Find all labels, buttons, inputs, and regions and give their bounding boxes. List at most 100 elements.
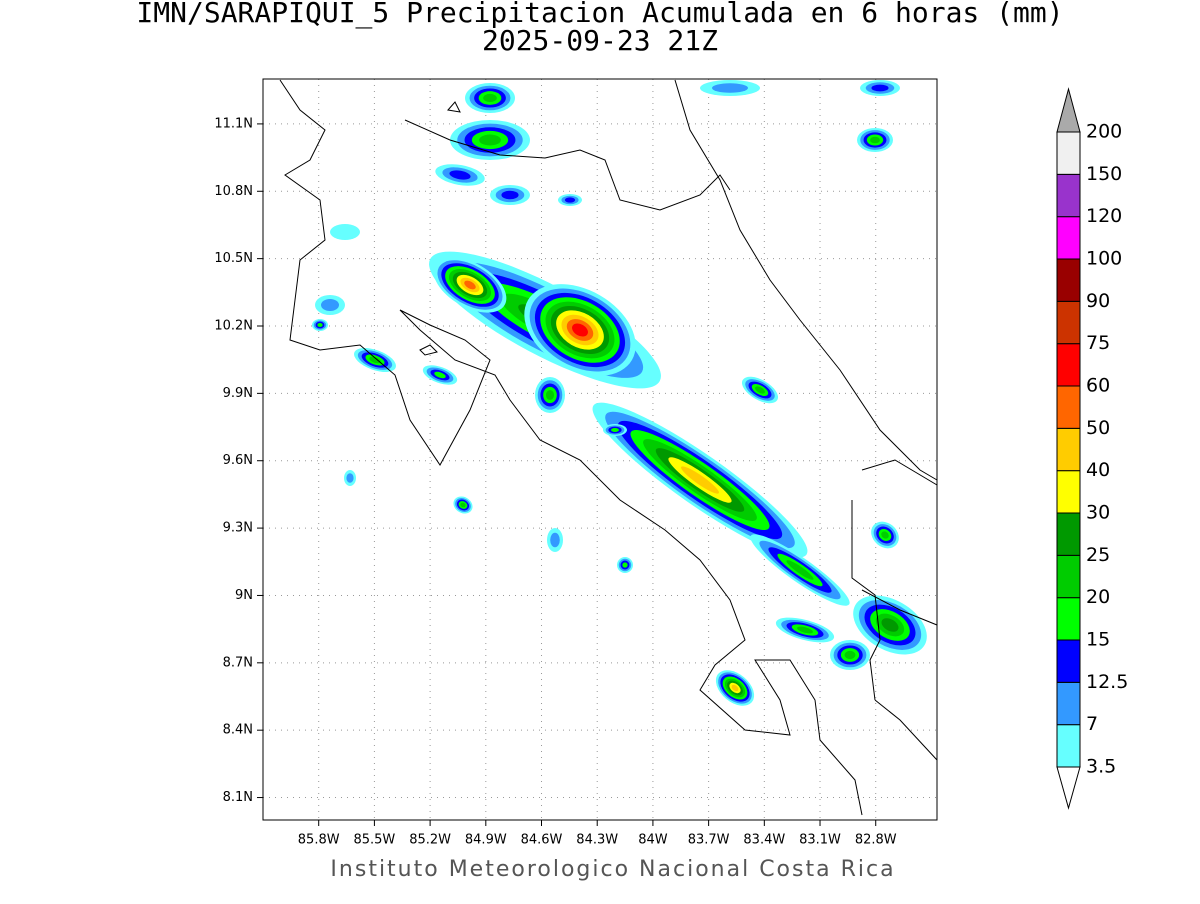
y-tick-label: 10.5N: [214, 251, 253, 266]
precip-contour: [572, 323, 588, 337]
precip-contour: [501, 190, 519, 200]
colorbar-label: 25: [1086, 544, 1110, 566]
colorbar-extension: [1056, 766, 1081, 810]
precip-contour: [330, 224, 360, 240]
precip-contour: [545, 390, 555, 400]
x-tick-label: 83.7W: [688, 833, 730, 848]
precip-contour: [483, 93, 497, 103]
colorbar-box: [1056, 639, 1081, 683]
colorbar-label: 100: [1086, 248, 1122, 270]
colorbar: 3.5 7 12.5 15 20 25 30 40 50 60 75 90 100 120 150 200: [1056, 87, 1128, 810]
colorbar-label: 15: [1086, 629, 1110, 651]
precip-contour: [550, 532, 560, 548]
coastline: [419, 101, 461, 356]
precip-contour: [622, 562, 628, 568]
colorbar-box: [1056, 258, 1081, 302]
colorbar-box: [1056, 470, 1081, 514]
y-tick-label: 10.8N: [214, 184, 253, 199]
axes: 85.8W 85.5W 85.2W 84.9W 84.6W 84.3W 84W 83.7W 83…: [214, 116, 896, 847]
precip-contour: [434, 371, 446, 379]
border: [404, 119, 731, 211]
x-tick-label: 85.8W: [298, 833, 340, 848]
x-tick-label: 82.8W: [855, 833, 897, 848]
precip-contour: [369, 356, 381, 364]
coastlines: [279, 79, 938, 816]
precip-contour: [460, 502, 466, 508]
precip-contour: [681, 466, 719, 494]
precip-contour: [317, 323, 323, 327]
colorbar-label: 30: [1086, 502, 1110, 524]
precipitation-field: [312, 80, 927, 706]
colorbar-extension: [1056, 87, 1081, 133]
colorbar-label: 60: [1086, 375, 1110, 397]
title: IMN/SARAPIQUI_5 Precipitacion Acumulada …: [136, 0, 1063, 30]
y-tick-label: 9.3N: [223, 521, 253, 536]
border: [851, 500, 881, 701]
colorbar-label: 200: [1086, 121, 1122, 143]
colorbar-box: [1056, 131, 1081, 175]
precip-contour: [712, 83, 748, 93]
colorbar-box: [1056, 343, 1081, 387]
y-tick-label: 11.1N: [214, 116, 253, 131]
colorbar-box: [1056, 173, 1081, 218]
precip-contour: [321, 299, 339, 311]
x-tick-label: 84W: [638, 833, 668, 848]
precip-contour: [464, 280, 476, 290]
y-tick-label: 10.2N: [214, 319, 253, 334]
colorbar-label: 7: [1086, 713, 1098, 735]
x-tick-label: 84.6W: [521, 833, 563, 848]
x-tick-label: 85.5W: [353, 833, 395, 848]
coastline: [674, 79, 938, 481]
y-tick-label: 9N: [235, 588, 253, 603]
footer: Instituto Meteorologico Nacional Costa R…: [330, 857, 895, 882]
colorbar-label: 40: [1086, 459, 1110, 481]
precip-contour: [786, 560, 814, 580]
colorbar-box: [1056, 724, 1081, 768]
coastline: [861, 459, 938, 761]
colorbar-box: [1056, 385, 1081, 429]
subtitle: 2025-09-23 21Z: [482, 24, 718, 57]
colorbar-label: 20: [1086, 586, 1110, 608]
y-tick-label: 8.4N: [223, 723, 253, 738]
y-tick-label: 9.9N: [223, 386, 253, 401]
precip-contour: [564, 197, 576, 203]
precip-contour: [797, 626, 813, 634]
colorbar-box: [1056, 512, 1081, 556]
y-tick-label: 9.6N: [223, 453, 253, 468]
colorbar-box: [1056, 300, 1081, 345]
y-tick-label: 8.1N: [223, 790, 253, 805]
precip-contour: [755, 386, 765, 394]
precip-contour: [479, 134, 501, 146]
precip-contour: [611, 428, 619, 432]
precip-contour: [731, 684, 739, 692]
colorbar-box: [1056, 216, 1081, 260]
grid: [263, 79, 937, 820]
colorbar-box: [1056, 597, 1081, 641]
precip-contour: [881, 618, 899, 632]
precip-contour: [346, 473, 354, 483]
colorbar-label: 3.5: [1086, 756, 1116, 778]
precip-contour: [844, 650, 856, 660]
colorbar-label: 120: [1086, 205, 1122, 227]
colorbar-box: [1056, 554, 1081, 599]
plot-frame: [262, 78, 938, 821]
x-tick-label: 84.3W: [576, 833, 618, 848]
coastline: [279, 79, 863, 816]
colorbar-label: 50: [1086, 417, 1110, 439]
x-tick-label: 83.1W: [799, 833, 841, 848]
colorbar-label: 150: [1086, 163, 1122, 185]
colorbar-label: 12.5: [1086, 671, 1128, 693]
y-tick-label: 8.7N: [223, 655, 253, 670]
colorbar-box: [1056, 427, 1081, 472]
x-tick-label: 84.9W: [465, 833, 507, 848]
colorbar-label: 75: [1086, 332, 1110, 354]
precip-contour: [871, 84, 889, 92]
colorbar-label: 90: [1086, 290, 1110, 312]
x-tick-label: 85.2W: [409, 833, 451, 848]
x-tick-label: 83.4W: [743, 833, 785, 848]
precip-contour: [881, 531, 889, 539]
colorbar-box: [1056, 681, 1081, 726]
precip-contour: [870, 136, 880, 144]
precip-contour: [449, 170, 471, 180]
